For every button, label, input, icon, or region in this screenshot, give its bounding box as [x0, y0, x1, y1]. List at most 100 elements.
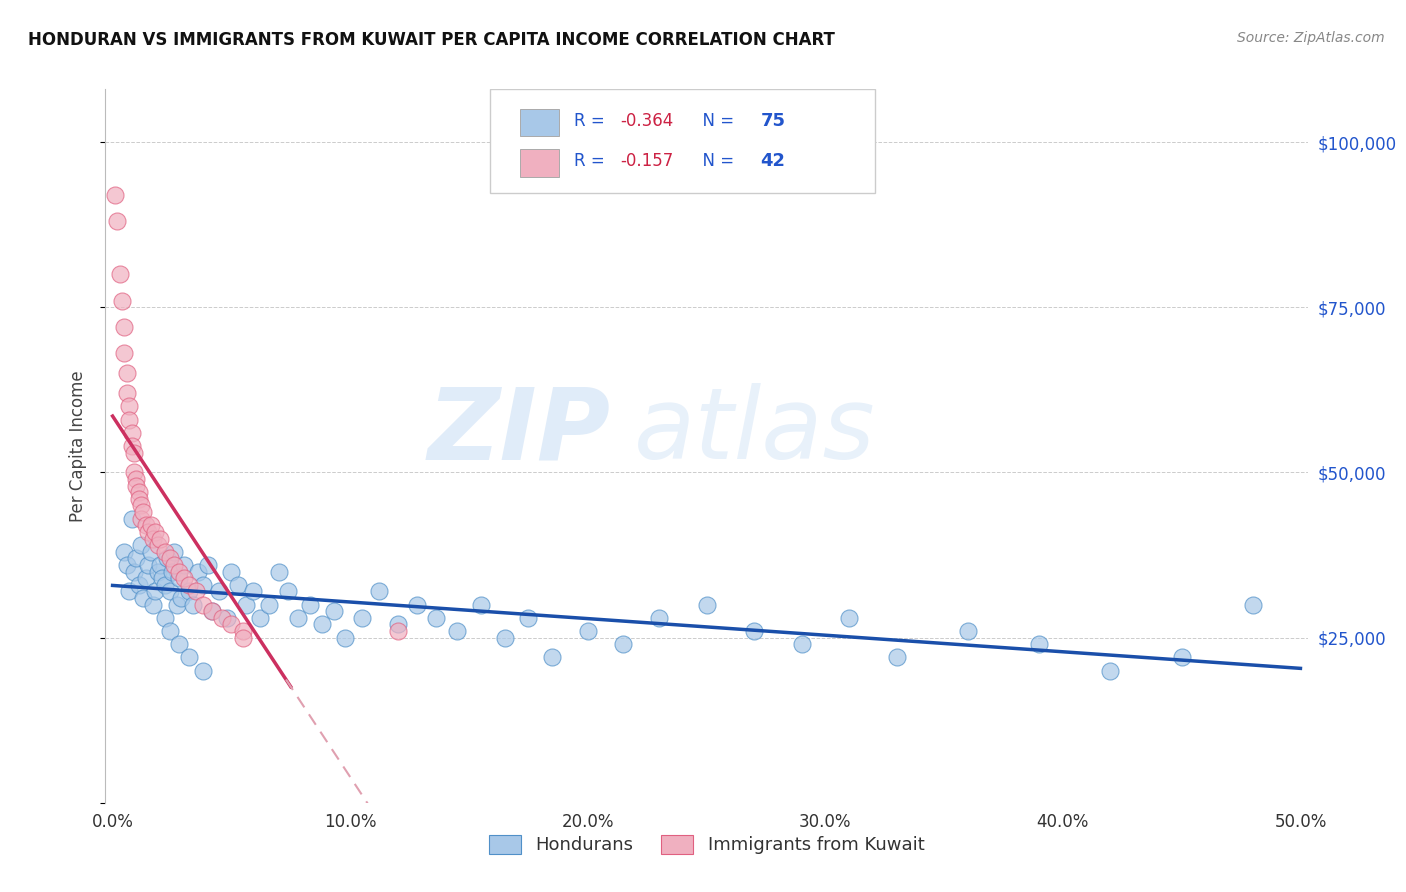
Point: [105, 214, 128, 228]
Point: [1170, 650, 1192, 665]
Point: [177, 584, 200, 599]
Point: [108, 267, 131, 281]
Point: [259, 598, 281, 612]
Point: [104, 188, 127, 202]
Point: [173, 571, 195, 585]
Point: [114, 346, 136, 360]
Point: [125, 478, 148, 492]
Text: N =: N =: [692, 112, 740, 130]
Point: [470, 598, 492, 612]
Point: [790, 637, 813, 651]
Point: [142, 598, 165, 612]
Point: [153, 578, 176, 592]
Text: R =: R =: [574, 112, 610, 130]
Point: [139, 545, 162, 559]
Point: [135, 518, 157, 533]
Point: [163, 545, 186, 559]
Text: N =: N =: [692, 152, 740, 169]
Point: [118, 412, 141, 426]
Point: [197, 558, 219, 572]
Point: [1099, 664, 1122, 678]
Point: [121, 425, 143, 440]
Point: [143, 584, 166, 599]
Point: [142, 532, 165, 546]
Point: [159, 584, 181, 599]
Point: [115, 386, 138, 401]
Point: [136, 558, 159, 572]
Point: [838, 611, 860, 625]
Point: [201, 604, 224, 618]
Point: [228, 578, 250, 592]
Point: [173, 558, 195, 572]
Point: [541, 650, 564, 665]
Point: [215, 611, 238, 625]
Point: [163, 558, 186, 572]
Point: [129, 538, 152, 552]
Point: [287, 611, 309, 625]
Point: [191, 598, 214, 612]
Point: [405, 598, 427, 612]
Point: [121, 439, 143, 453]
Point: [425, 611, 447, 625]
Point: [387, 617, 409, 632]
Text: ZIP: ZIP: [427, 384, 610, 480]
Point: [322, 604, 344, 618]
Point: [201, 604, 224, 618]
Point: [208, 584, 231, 599]
Point: [156, 551, 179, 566]
Legend: Hondurans, Immigrants from Kuwait: Hondurans, Immigrants from Kuwait: [481, 828, 932, 862]
Point: [115, 367, 138, 381]
Point: [159, 551, 181, 566]
Point: [187, 565, 209, 579]
Point: [446, 624, 468, 638]
Point: [886, 650, 908, 665]
Point: [232, 631, 254, 645]
Point: [159, 624, 181, 638]
Point: [1028, 637, 1050, 651]
Text: HONDURAN VS IMMIGRANTS FROM KUWAIT PER CAPITA INCOME CORRELATION CHART: HONDURAN VS IMMIGRANTS FROM KUWAIT PER C…: [28, 31, 835, 49]
Point: [111, 293, 134, 308]
Point: [135, 571, 157, 585]
Point: [191, 664, 214, 678]
Point: [350, 611, 373, 625]
Point: [648, 611, 671, 625]
Point: [242, 584, 264, 599]
Point: [136, 524, 159, 539]
Point: [149, 558, 172, 572]
Point: [167, 571, 190, 585]
Point: [211, 611, 233, 625]
Point: [129, 511, 152, 525]
Point: [153, 611, 176, 625]
Text: Source: ZipAtlas.com: Source: ZipAtlas.com: [1237, 31, 1385, 45]
Point: [115, 558, 138, 572]
Point: [125, 472, 148, 486]
Y-axis label: Per Capita Income: Per Capita Income: [69, 370, 87, 522]
Point: [129, 499, 152, 513]
Bar: [520, 150, 558, 177]
Point: [167, 565, 190, 579]
Point: [191, 578, 214, 592]
Point: [221, 617, 243, 632]
Point: [132, 591, 155, 605]
Point: [221, 565, 243, 579]
Point: [139, 518, 162, 533]
Point: [146, 565, 169, 579]
Point: [125, 551, 148, 566]
Point: [298, 598, 321, 612]
Point: [695, 598, 717, 612]
Text: 75: 75: [761, 112, 786, 130]
Text: -0.157: -0.157: [620, 152, 673, 169]
Point: [146, 538, 169, 552]
Point: [118, 584, 141, 599]
Point: [149, 532, 172, 546]
Point: [576, 624, 599, 638]
Bar: [520, 110, 558, 136]
Point: [160, 565, 183, 579]
Point: [177, 578, 200, 592]
Point: [249, 611, 271, 625]
Point: [152, 571, 174, 585]
Point: [122, 445, 145, 459]
Point: [612, 637, 634, 651]
Point: [494, 631, 516, 645]
Point: [132, 505, 155, 519]
